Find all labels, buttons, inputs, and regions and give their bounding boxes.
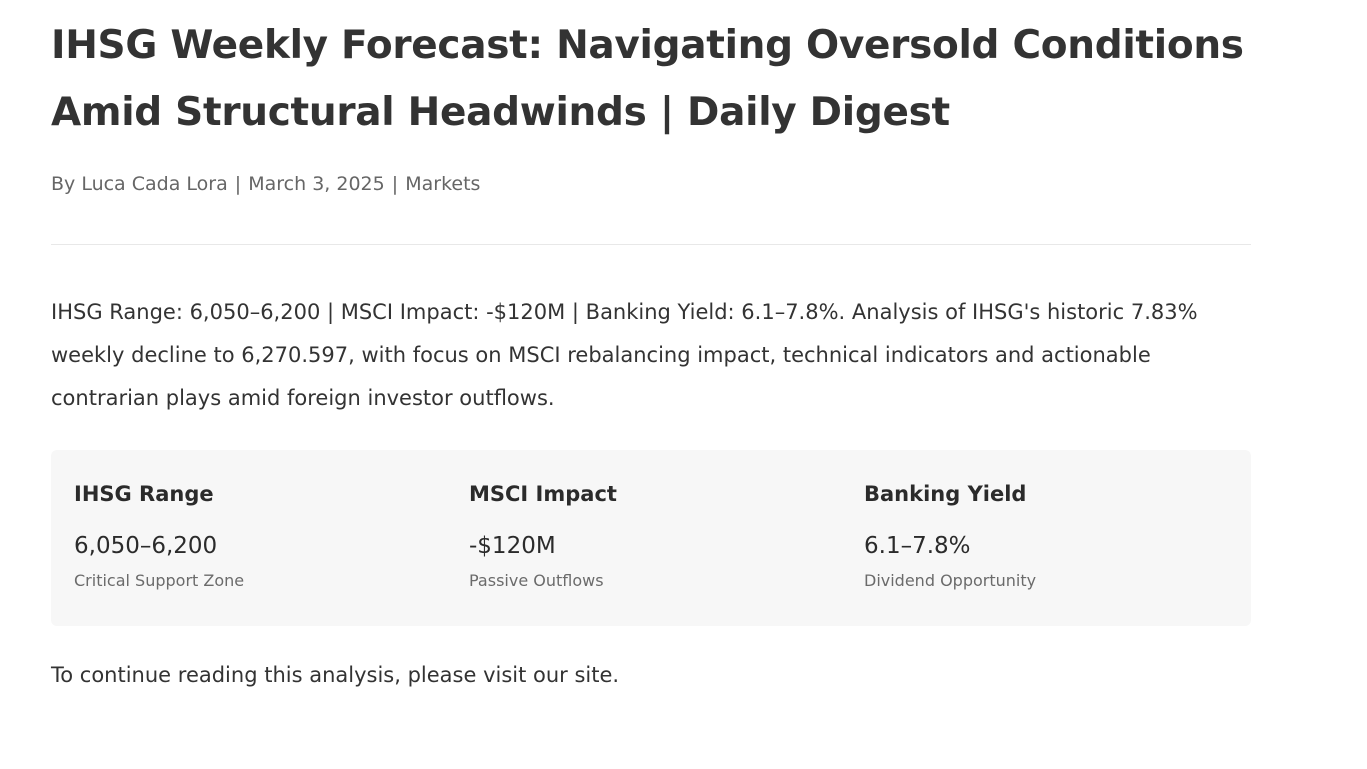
stat-card-banking-yield: Banking Yield 6.1–7.8% Dividend Opportun… <box>864 478 1234 592</box>
stat-value: -$120M <box>469 533 556 559</box>
article-title: IHSG Weekly Forecast: Navigating Oversol… <box>51 23 1244 135</box>
stat-card-msci-impact: MSCI Impact -$120M Passive Outflows <box>469 478 839 592</box>
stat-card-ihsg-range: IHSG Range 6,050–6,200 Critical Support … <box>74 478 444 592</box>
meta-separator: | <box>234 173 242 195</box>
stat-label: MSCI Impact <box>469 482 617 506</box>
meta-separator: | <box>391 173 399 195</box>
article-meta: By Luca Cada Lora | March 3, 2025 | Mark… <box>51 172 1251 196</box>
continue-reading-text: To continue reading this analysis, pleas… <box>51 663 620 687</box>
stat-note: Dividend Opportunity <box>864 571 1037 590</box>
stats-panel: IHSG Range 6,050–6,200 Critical Support … <box>51 450 1251 626</box>
article-intro: IHSG Range: 6,050–6,200 | MSCI Impact: -… <box>51 300 1198 410</box>
stat-note: Critical Support Zone <box>74 571 245 590</box>
divider <box>51 244 1251 245</box>
category-link[interactable]: Markets <box>405 173 481 195</box>
stat-label: IHSG Range <box>74 482 214 506</box>
stat-value: 6,050–6,200 <box>74 533 218 559</box>
article: IHSG Weekly Forecast: Navigating Oversol… <box>51 0 1251 711</box>
stat-value: 6.1–7.8% <box>864 533 971 559</box>
author-byline[interactable]: By Luca Cada Lora <box>51 173 228 195</box>
publish-date: March 3, 2025 <box>248 173 385 195</box>
stat-label: Banking Yield <box>864 482 1027 506</box>
stat-note: Passive Outflows <box>469 571 604 590</box>
